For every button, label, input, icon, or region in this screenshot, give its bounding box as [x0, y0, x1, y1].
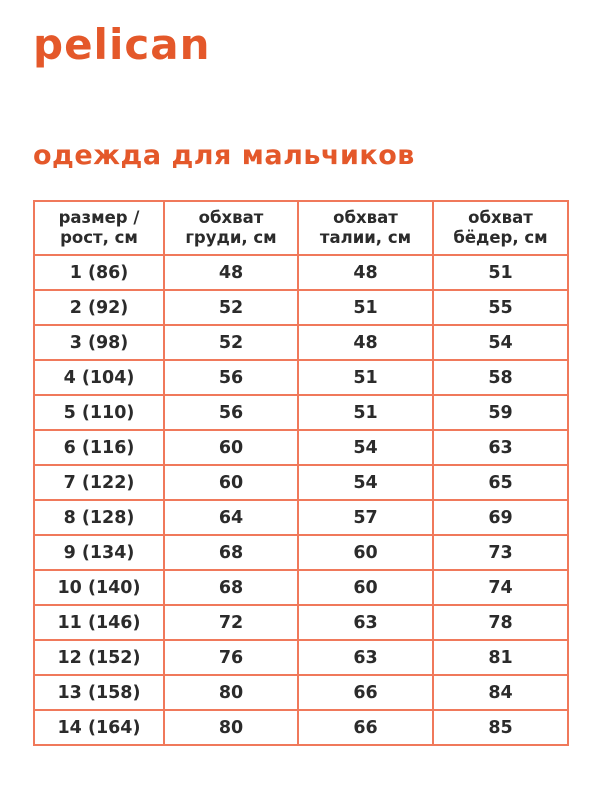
table-cell: 85: [432, 709, 569, 746]
header-cell-size: размер / рост, см: [33, 200, 165, 256]
table-cell: 14 (164): [33, 709, 165, 746]
table-row: 8 (128) 64 57 69: [33, 499, 569, 536]
table-cell: 55: [432, 289, 569, 326]
table-cell: 8 (128): [33, 499, 165, 536]
table-cell: 80: [163, 674, 299, 711]
table-cell: 48: [163, 254, 299, 291]
table-cell: 81: [432, 639, 569, 676]
table-row: 4 (104) 56 51 58: [33, 359, 569, 396]
table-cell: 1 (86): [33, 254, 165, 291]
table-cell: 2 (92): [33, 289, 165, 326]
table-cell: 52: [163, 324, 299, 361]
table-cell: 51: [297, 359, 434, 396]
table-cell: 84: [432, 674, 569, 711]
size-table: размер / рост, см обхват груди, см обхва…: [33, 200, 569, 746]
table-cell: 63: [297, 639, 434, 676]
header-line: обхват: [468, 208, 533, 228]
table-cell: 68: [163, 534, 299, 571]
table-cell: 57: [297, 499, 434, 536]
table-cell: 54: [432, 324, 569, 361]
table-cell: 4 (104): [33, 359, 165, 396]
table-cell: 64: [163, 499, 299, 536]
table-row: 2 (92) 52 51 55: [33, 289, 569, 326]
table-row: 7 (122) 60 54 65: [33, 464, 569, 501]
table-row: 11 (146) 72 63 78: [33, 604, 569, 641]
size-table-body: 1 (86) 48 48 51 2 (92) 52 51 55 3 (98) 52 48 54 4 (1…: [33, 254, 569, 746]
table-row: 13 (158) 80 66 84: [33, 674, 569, 711]
header-cell-hips: обхват бёдер, см: [432, 200, 569, 256]
table-cell: 6 (116): [33, 429, 165, 466]
table-cell: 68: [163, 569, 299, 606]
table-cell: 56: [163, 394, 299, 431]
table-cell: 12 (152): [33, 639, 165, 676]
table-cell: 51: [297, 394, 434, 431]
header-line: обхват: [198, 208, 264, 228]
table-cell: 7 (122): [33, 464, 165, 501]
table-cell: 58: [432, 359, 569, 396]
table-row: 14 (164) 80 66 85: [33, 709, 569, 746]
table-row: 3 (98) 52 48 54: [33, 324, 569, 361]
table-cell: 56: [163, 359, 299, 396]
table-cell: 11 (146): [33, 604, 165, 641]
table-cell: 74: [432, 569, 569, 606]
table-cell: 13 (158): [33, 674, 165, 711]
table-cell: 66: [297, 674, 434, 711]
table-cell: 66: [297, 709, 434, 746]
size-table-header: размер / рост, см обхват груди, см обхва…: [33, 200, 569, 256]
table-cell: 59: [432, 394, 569, 431]
table-cell: 51: [297, 289, 434, 326]
header-line: рост, см: [60, 228, 138, 247]
table-cell: 9 (134): [33, 534, 165, 571]
table-cell: 60: [163, 429, 299, 466]
table-cell: 54: [297, 464, 434, 501]
table-row: 9 (134) 68 60 73: [33, 534, 569, 571]
table-cell: 3 (98): [33, 324, 165, 361]
header-cell-chest: обхват груди, см: [163, 200, 299, 256]
page-title: одежда для мальчиков: [33, 140, 415, 171]
table-row: 6 (116) 60 54 63: [33, 429, 569, 466]
table-cell: 60: [297, 534, 434, 571]
table-cell: 52: [163, 289, 299, 326]
table-cell: 5 (110): [33, 394, 165, 431]
table-row: 10 (140) 68 60 74: [33, 569, 569, 606]
table-cell: 60: [163, 464, 299, 501]
table-row: 12 (152) 76 63 81: [33, 639, 569, 676]
table-cell: 54: [297, 429, 434, 466]
table-cell: 63: [432, 429, 569, 466]
header-line: бёдер, см: [453, 228, 548, 247]
table-cell: 73: [432, 534, 569, 571]
table-cell: 48: [297, 324, 434, 361]
header-line: талии, см: [319, 228, 412, 247]
table-row: 1 (86) 48 48 51: [33, 254, 569, 291]
table-cell: 76: [163, 639, 299, 676]
header-line: размер /: [58, 208, 140, 228]
table-cell: 72: [163, 604, 299, 641]
table-cell: 63: [297, 604, 434, 641]
table-row: 5 (110) 56 51 59: [33, 394, 569, 431]
table-cell: 48: [297, 254, 434, 291]
header-line: груди, см: [185, 228, 277, 247]
pelican-logo: pelican: [33, 20, 211, 69]
table-cell: 65: [432, 464, 569, 501]
table-cell: 80: [163, 709, 299, 746]
table-cell: 60: [297, 569, 434, 606]
table-cell: 51: [432, 254, 569, 291]
table-cell: 69: [432, 499, 569, 536]
table-cell: 10 (140): [33, 569, 165, 606]
header-cell-waist: обхват талии, см: [297, 200, 434, 256]
header-row: размер / рост, см обхват груди, см обхва…: [33, 200, 569, 256]
table-cell: 78: [432, 604, 569, 641]
header-line: обхват: [333, 208, 398, 228]
